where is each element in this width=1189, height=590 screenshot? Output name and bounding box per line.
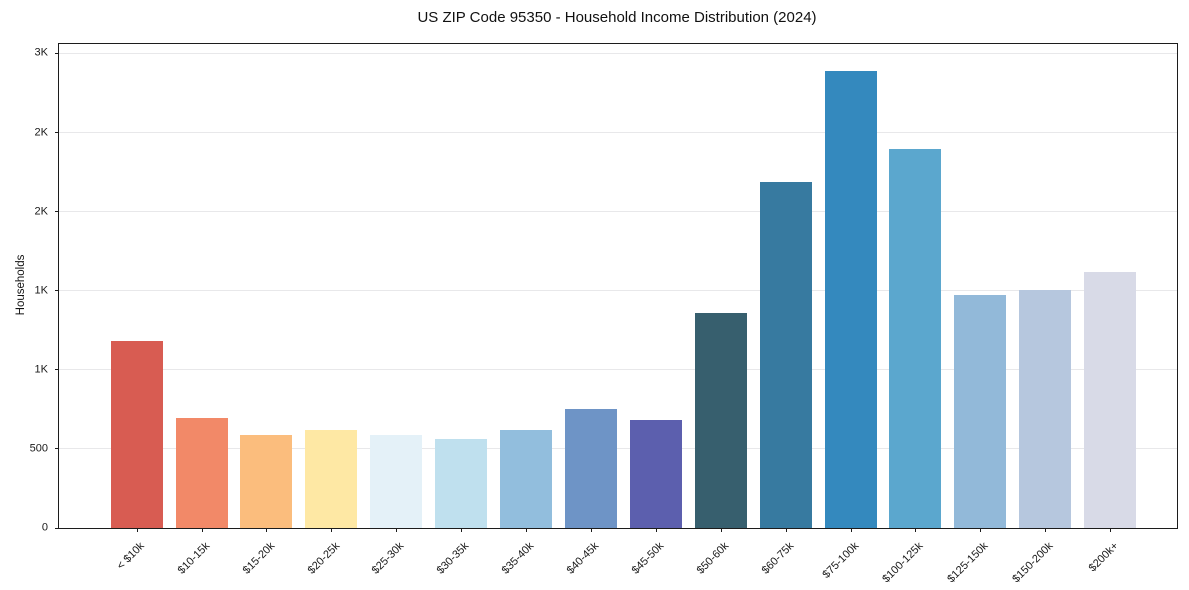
bar bbox=[889, 149, 942, 528]
y-tick-label: 2K bbox=[34, 126, 48, 139]
bar bbox=[759, 181, 812, 528]
bar bbox=[175, 418, 228, 528]
x-tick-label-text: $200k+ bbox=[1086, 540, 1121, 575]
bar bbox=[564, 409, 617, 528]
x-tick-mark bbox=[915, 528, 917, 532]
y-tick-label: 2K bbox=[34, 205, 48, 218]
y-tick-mark bbox=[55, 290, 59, 292]
y-tick-label: 3K bbox=[34, 46, 48, 59]
x-tick-label: $200k+ bbox=[982, 536, 1120, 574]
bar bbox=[1019, 289, 1072, 528]
x-tick-mark bbox=[461, 528, 463, 532]
bar bbox=[435, 439, 488, 528]
bar bbox=[305, 429, 358, 528]
bar bbox=[500, 429, 552, 528]
y-axis-label: Households bbox=[15, 254, 27, 316]
chart-title: US ZIP Code 95350 - Household Income Dis… bbox=[417, 9, 817, 26]
bar bbox=[629, 420, 682, 528]
gridline bbox=[59, 132, 1177, 134]
y-tick-label: 1K bbox=[34, 363, 48, 376]
y-tick-mark bbox=[55, 527, 59, 529]
x-tick-mark bbox=[331, 528, 333, 532]
y-tick-mark bbox=[55, 132, 59, 134]
x-tick-mark bbox=[266, 528, 268, 532]
y-tick-mark bbox=[55, 211, 59, 213]
x-tick-mark bbox=[980, 528, 982, 532]
bar bbox=[110, 340, 163, 528]
y-tick-label: 0 bbox=[41, 521, 48, 534]
x-tick-mark bbox=[850, 528, 852, 532]
bar bbox=[694, 312, 747, 528]
bar bbox=[824, 70, 877, 528]
gridline bbox=[59, 52, 1177, 54]
bar bbox=[954, 294, 1007, 528]
gridline bbox=[59, 448, 1177, 450]
x-tick-mark bbox=[136, 528, 138, 532]
x-tick-mark bbox=[396, 528, 398, 532]
x-tick-mark bbox=[655, 528, 657, 532]
bar bbox=[1084, 271, 1137, 528]
x-tick-mark bbox=[201, 528, 203, 532]
x-tick-mark bbox=[526, 528, 527, 532]
gridline bbox=[59, 211, 1177, 213]
gridline bbox=[59, 369, 1177, 371]
x-tick-mark bbox=[1110, 528, 1112, 532]
bar bbox=[370, 434, 423, 528]
y-tick-mark bbox=[55, 448, 59, 450]
gridline bbox=[59, 290, 1177, 292]
x-tick-mark bbox=[720, 528, 722, 532]
plot-area: 0 500 1K 1K 2K 2K 3K < $10k $10-15k $15-20k $20-25… bbox=[30, 43, 1178, 585]
x-tick-mark bbox=[785, 528, 787, 532]
x-tick-mark bbox=[590, 528, 592, 532]
y-tick-label: 500 bbox=[29, 442, 48, 455]
y-tick-mark bbox=[55, 52, 59, 54]
y-tick-mark bbox=[55, 369, 59, 371]
x-tick-mark bbox=[1045, 528, 1047, 532]
y-tick-label: 1K bbox=[34, 284, 48, 297]
bar bbox=[240, 435, 293, 528]
